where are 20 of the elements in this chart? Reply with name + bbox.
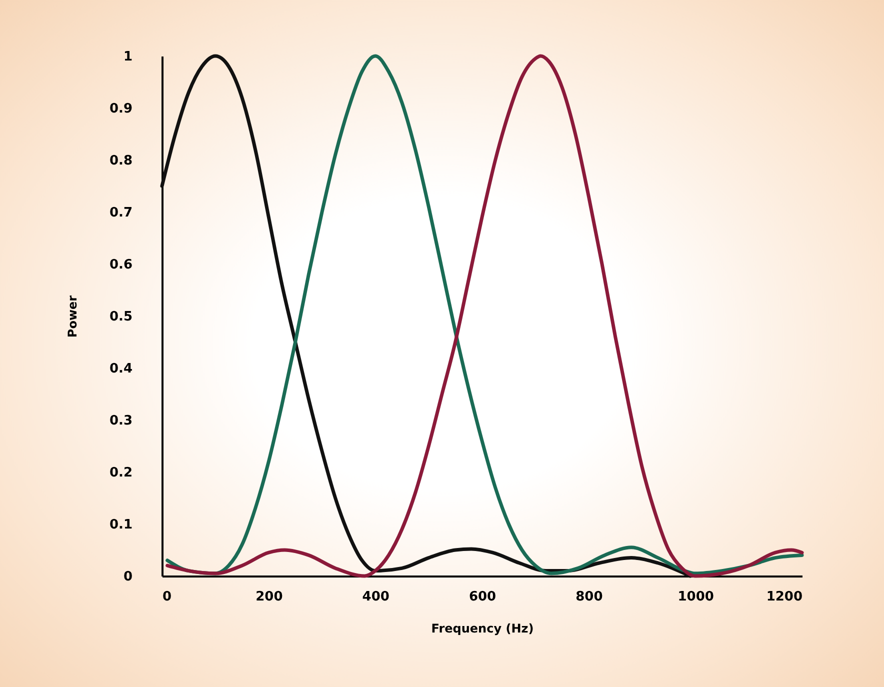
y-tick-label: 0.3 [109,414,132,428]
y-tick-label: 0.2 [109,466,132,480]
y-tick-label: 0 [123,570,132,584]
y-tick-label: 0.9 [109,102,132,116]
y-tick-label: 0.7 [109,206,132,220]
x-tick-label: 200 [256,590,283,604]
x-tick-label: 800 [576,590,603,604]
x-tick-label: 1200 [766,590,802,604]
y-tick-label: 0.1 [109,518,132,532]
y-axis-title: Power [65,295,80,338]
x-axis-title: Frequency (Hz) [431,622,534,636]
x-tick-label: 0 [162,590,172,604]
x-tick-label: 400 [362,590,390,604]
x-tick-label: 1000 [678,590,714,604]
y-tick-label: 0.4 [109,362,132,376]
y-tick-label: 1 [123,50,132,64]
x-tick-label: 600 [468,590,496,604]
y-tick-label: 0.6 [109,258,132,272]
y-tick-label: 0.8 [109,154,132,168]
y-tick-label: 0.5 [109,310,132,324]
